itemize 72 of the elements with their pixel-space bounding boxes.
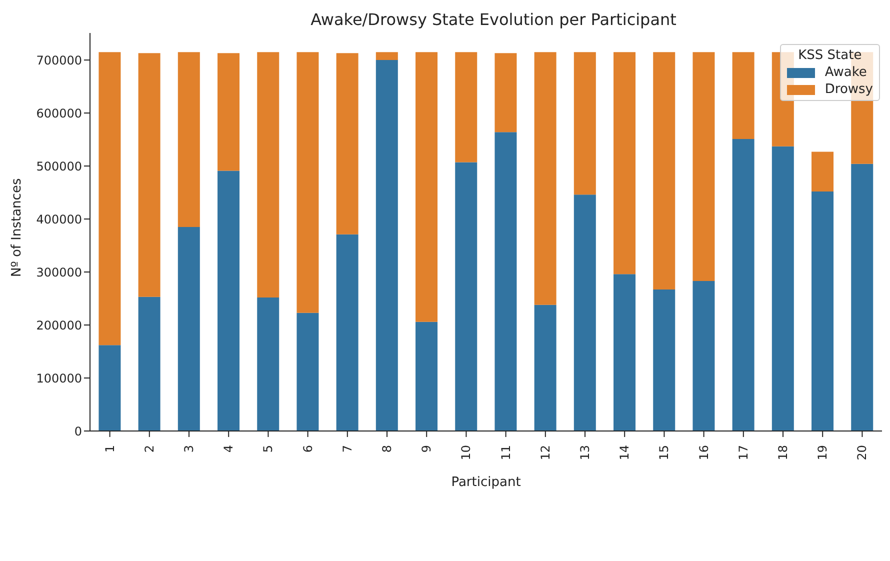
x-tick-label: 6 <box>300 445 315 453</box>
bar <box>455 52 478 162</box>
x-tick-label: 14 <box>618 445 632 460</box>
bar <box>812 191 834 431</box>
x-tick-label: 13 <box>578 445 592 460</box>
bar <box>376 60 398 431</box>
bar <box>257 297 280 431</box>
y-tick-label: 200000 <box>36 318 82 332</box>
chart-title: Awake/Drowsy State Evolution per Participant <box>310 10 678 29</box>
bar <box>98 52 121 346</box>
x-tick-label: 19 <box>816 445 830 460</box>
bar <box>692 281 715 431</box>
x-tick-label: 16 <box>696 445 711 460</box>
legend-label: Drowsy <box>824 82 873 97</box>
x-tick-label: 17 <box>736 445 750 460</box>
bar <box>812 152 834 192</box>
x-tick-label: 7 <box>340 445 354 453</box>
x-tick-label: 12 <box>538 445 552 460</box>
x-tick-label: 1 <box>102 445 117 453</box>
x-tick-label: 15 <box>657 445 672 460</box>
bar <box>614 52 636 274</box>
y-tick-label: 300000 <box>36 265 82 280</box>
bar <box>574 194 596 431</box>
y-tick-label: 400000 <box>36 212 82 226</box>
bar <box>494 132 517 431</box>
x-tick-label: 4 <box>222 445 236 453</box>
x-tick-label: 18 <box>776 445 790 460</box>
y-axis-title: Nº of Instances <box>10 178 25 277</box>
bar <box>336 234 358 431</box>
bar <box>138 296 160 431</box>
y-tick-label: 700000 <box>36 53 82 68</box>
x-tick-label: 5 <box>261 445 276 453</box>
x-tick-label: 2 <box>142 445 156 453</box>
bar <box>732 52 754 139</box>
bar <box>98 345 121 431</box>
x-tick-label: 9 <box>420 445 434 453</box>
bar <box>455 162 478 431</box>
bar <box>851 164 874 431</box>
bar <box>296 312 319 431</box>
y-tick-label: 500000 <box>36 159 82 174</box>
bar <box>574 52 596 195</box>
bar <box>178 226 200 431</box>
bar <box>138 53 160 297</box>
bar <box>534 52 556 305</box>
bar <box>732 138 754 431</box>
bar <box>416 322 438 431</box>
x-tick-label: 3 <box>182 445 196 453</box>
bar <box>376 52 398 60</box>
bar <box>534 304 556 431</box>
x-axis-title: Participant <box>451 475 521 490</box>
legend-label: Awake <box>824 65 867 80</box>
bar <box>336 53 358 234</box>
x-tick-label: 10 <box>459 445 474 460</box>
x-tick-label: 11 <box>498 445 513 460</box>
y-tick-label: 600000 <box>36 106 82 120</box>
bar <box>692 52 715 282</box>
bar <box>218 53 240 171</box>
bar <box>416 52 438 322</box>
bar <box>296 52 319 313</box>
bar <box>218 170 240 431</box>
legend-title: KSS State <box>797 48 863 63</box>
x-tick-label: 8 <box>380 445 394 453</box>
bar <box>494 53 517 132</box>
x-tick-label: 20 <box>855 445 870 460</box>
bar <box>653 290 676 431</box>
bar <box>614 274 636 431</box>
bar <box>257 52 280 298</box>
bar <box>772 146 794 431</box>
bar <box>178 52 200 227</box>
y-tick-label: 100000 <box>36 371 82 386</box>
bar <box>653 52 676 290</box>
y-tick-label: 0 <box>74 424 82 438</box>
